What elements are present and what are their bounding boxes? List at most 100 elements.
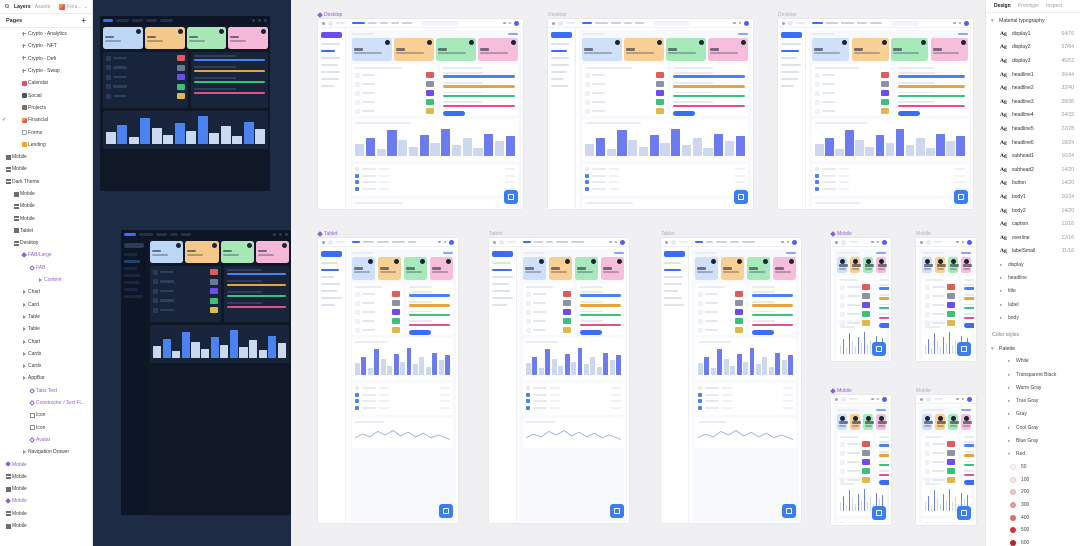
text-style-caption[interactable]: Ag caption 12/16 bbox=[986, 217, 1080, 231]
sidebar-item[interactable] bbox=[781, 43, 801, 45]
layer-item-mobile[interactable]: Mobile bbox=[0, 520, 92, 532]
color-swatch-red-400[interactable]: 400 bbox=[986, 511, 1080, 524]
search-input[interactable] bbox=[421, 21, 459, 26]
layer-item-table[interactable]: Table bbox=[0, 323, 92, 335]
nav-tab[interactable] bbox=[857, 22, 867, 24]
stats-button[interactable] bbox=[673, 111, 695, 116]
sidebar-cta[interactable] bbox=[492, 251, 513, 257]
settings-icon[interactable] bbox=[877, 241, 880, 244]
info-tile[interactable] bbox=[891, 38, 928, 61]
nav-tab[interactable] bbox=[352, 241, 360, 243]
page-item-lending[interactable]: Lending bbox=[0, 139, 92, 151]
tab-prototype[interactable]: Prototype bbox=[1018, 3, 1039, 9]
info-tile[interactable] bbox=[666, 38, 706, 61]
info-tile[interactable] bbox=[378, 257, 401, 280]
text-style-display3[interactable]: Ag display3 45/52 bbox=[986, 54, 1080, 68]
topbar-icon[interactable] bbox=[285, 233, 288, 236]
tokens-card[interactable] bbox=[103, 52, 188, 108]
stats-button[interactable] bbox=[409, 330, 431, 335]
page-item-financial[interactable]: ✓ Financial bbox=[0, 114, 92, 126]
layer-item-navigation-drawer[interactable]: Navigation Drawer bbox=[0, 446, 92, 458]
stats-button[interactable] bbox=[898, 111, 920, 116]
chevron-down-icon[interactable]: ▾ bbox=[991, 18, 996, 24]
info-tile[interactable] bbox=[708, 38, 748, 61]
avatar[interactable] bbox=[514, 21, 519, 26]
page-item-crypto-nft[interactable]: Crypto - NFT bbox=[0, 40, 92, 52]
chevron-right-icon[interactable]: ▸ bbox=[1008, 372, 1012, 378]
see-all-link[interactable] bbox=[738, 33, 748, 35]
stats-card[interactable] bbox=[961, 433, 974, 477]
fab-button[interactable] bbox=[872, 506, 886, 520]
bar-chart-card[interactable] bbox=[523, 338, 624, 380]
info-tile[interactable] bbox=[922, 414, 932, 430]
artboard-label[interactable]: Mobile bbox=[831, 388, 852, 394]
layer-item-dark-theme[interactable]: Dark Theme bbox=[0, 176, 92, 188]
nav-tab[interactable] bbox=[841, 22, 854, 24]
palette-group-red[interactable]: ▾ Red bbox=[986, 448, 1080, 461]
layer-item-constructor-text-fi[interactable]: Constructor / Text Fi... bbox=[0, 397, 92, 409]
bell-icon[interactable] bbox=[953, 22, 956, 25]
stats-button[interactable] bbox=[964, 323, 974, 328]
tokens-card[interactable] bbox=[837, 433, 873, 477]
stats-button[interactable] bbox=[879, 323, 889, 328]
nav-tab[interactable] bbox=[716, 241, 727, 243]
nav-tab[interactable] bbox=[742, 241, 755, 243]
chevron-right-icon[interactable]: ▸ bbox=[1008, 398, 1012, 404]
palette-group-cool-gray[interactable]: ▸ Cool Gray bbox=[986, 421, 1080, 434]
chevron-right-icon[interactable]: ▸ bbox=[1008, 411, 1012, 417]
page-item-crypto-swap[interactable]: Crypto - Swap bbox=[0, 65, 92, 77]
fab-button[interactable] bbox=[957, 342, 971, 356]
palette-group-gray[interactable]: ▸ Gray bbox=[986, 408, 1080, 421]
artboard-label[interactable]: Mobile bbox=[916, 231, 931, 237]
style-group-title[interactable]: ▸ title bbox=[986, 285, 1080, 298]
sidebar-item[interactable] bbox=[664, 262, 681, 264]
bar-chart-card[interactable] bbox=[812, 119, 968, 161]
text-style-headline3[interactable]: Ag headline3 28/36 bbox=[986, 95, 1080, 109]
stats-button[interactable] bbox=[964, 480, 974, 485]
chevron-down-icon[interactable]: ▾ bbox=[991, 346, 996, 352]
chevron-right-icon[interactable]: ▸ bbox=[1000, 288, 1004, 294]
chevron-right-icon[interactable]: ▸ bbox=[1008, 358, 1012, 364]
text-style-headline1[interactable]: Ag headline1 36/44 bbox=[986, 68, 1080, 82]
info-tile[interactable] bbox=[948, 257, 958, 273]
text-style-headline4[interactable]: Ag headline4 24/32 bbox=[986, 109, 1080, 123]
chevron-right-icon[interactable]: ▸ bbox=[1000, 262, 1004, 268]
nav-tab[interactable] bbox=[352, 22, 365, 24]
artboard[interactable] bbox=[548, 19, 753, 209]
sidebar-item[interactable] bbox=[124, 253, 137, 256]
sidebar-item[interactable] bbox=[321, 276, 334, 278]
sidebar-item[interactable] bbox=[781, 57, 797, 59]
sidebar-item[interactable] bbox=[551, 43, 569, 45]
info-tile[interactable] bbox=[430, 257, 453, 280]
stats-card[interactable] bbox=[191, 52, 268, 108]
layer-item-mobile[interactable]: Mobile bbox=[0, 483, 92, 495]
sidebar-item[interactable] bbox=[321, 50, 335, 52]
sidebar-item[interactable] bbox=[321, 262, 338, 264]
info-tile[interactable] bbox=[876, 414, 886, 430]
info-tile[interactable] bbox=[931, 38, 968, 61]
fab-button[interactable] bbox=[957, 506, 971, 520]
info-tile[interactable] bbox=[922, 257, 932, 273]
sidebar-item[interactable] bbox=[664, 283, 682, 285]
avatar[interactable] bbox=[967, 397, 972, 402]
bar-chart-card[interactable] bbox=[582, 119, 748, 161]
info-tile[interactable] bbox=[256, 241, 289, 263]
nav-tab[interactable] bbox=[408, 241, 416, 243]
sidebar-cta[interactable] bbox=[124, 243, 144, 248]
text-style-subhead1[interactable]: Ag subhead1 16/24 bbox=[986, 149, 1080, 163]
info-tile[interactable] bbox=[436, 38, 476, 61]
sidebar-item[interactable] bbox=[781, 64, 801, 66]
nav-tab[interactable] bbox=[624, 22, 632, 24]
menu-icon[interactable] bbox=[552, 22, 555, 25]
sidebar-item[interactable] bbox=[321, 57, 340, 59]
chevron-right-icon[interactable]: ▸ bbox=[1008, 438, 1012, 444]
settings-icon[interactable] bbox=[959, 22, 962, 25]
layers-tree[interactable]: Crypto - Analytics Crypto - NFT Crypto - D… bbox=[0, 28, 92, 546]
layer-item-tablet[interactable]: Tablet bbox=[0, 225, 92, 237]
sidebar-item[interactable] bbox=[781, 71, 799, 73]
text-style-headline2[interactable]: Ag headline2 32/40 bbox=[986, 81, 1080, 95]
info-tile[interactable] bbox=[876, 257, 886, 273]
data-table[interactable] bbox=[695, 383, 796, 415]
sidebar-item[interactable] bbox=[551, 50, 567, 52]
layer-item-desktop[interactable]: Desktop bbox=[0, 237, 92, 249]
